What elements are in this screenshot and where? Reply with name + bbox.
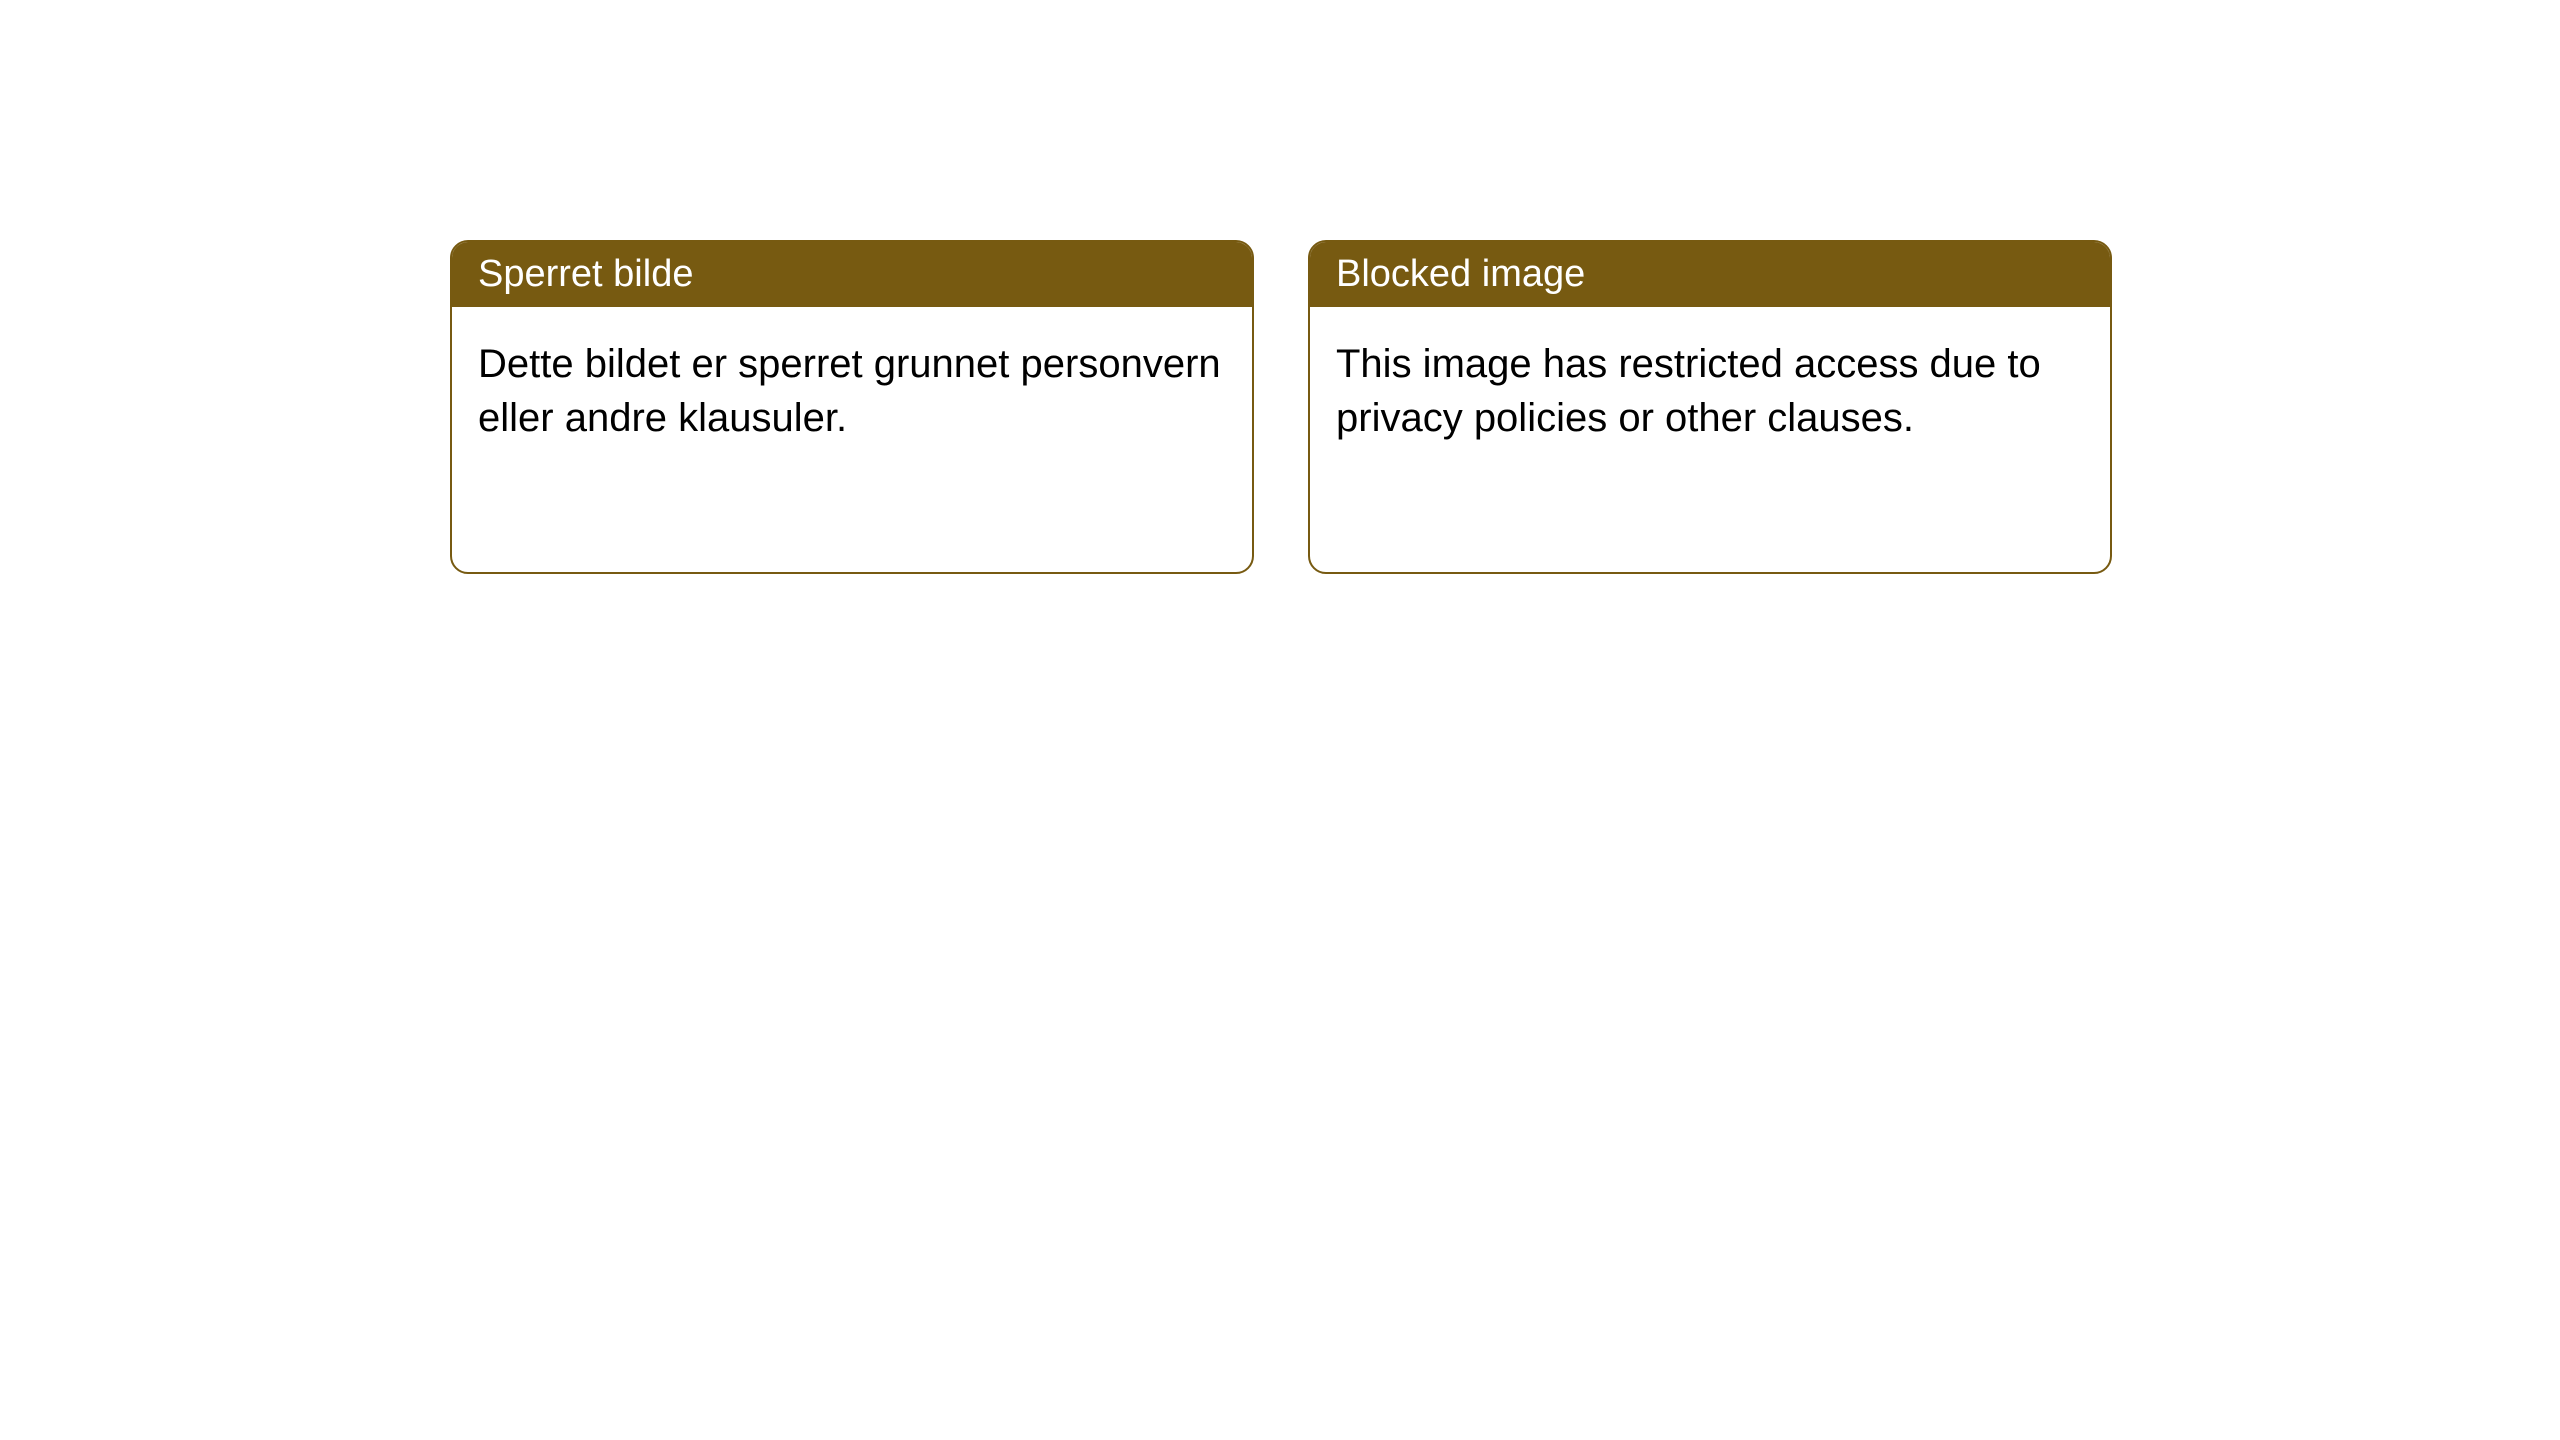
notice-body: This image has restricted access due to … xyxy=(1310,307,2110,475)
notice-box-norwegian: Sperret bilde Dette bildet er sperret gr… xyxy=(450,240,1254,574)
notice-box-english: Blocked image This image has restricted … xyxy=(1308,240,2112,574)
notice-container: Sperret bilde Dette bildet er sperret gr… xyxy=(0,0,2560,574)
notice-body: Dette bildet er sperret grunnet personve… xyxy=(452,307,1252,475)
notice-header: Blocked image xyxy=(1310,242,2110,307)
notice-header: Sperret bilde xyxy=(452,242,1252,307)
